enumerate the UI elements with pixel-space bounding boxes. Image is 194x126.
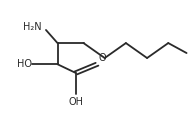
Text: O: O xyxy=(99,53,107,63)
Text: H₂N: H₂N xyxy=(23,22,42,32)
Text: OH: OH xyxy=(68,97,83,107)
Text: HO: HO xyxy=(17,59,32,69)
